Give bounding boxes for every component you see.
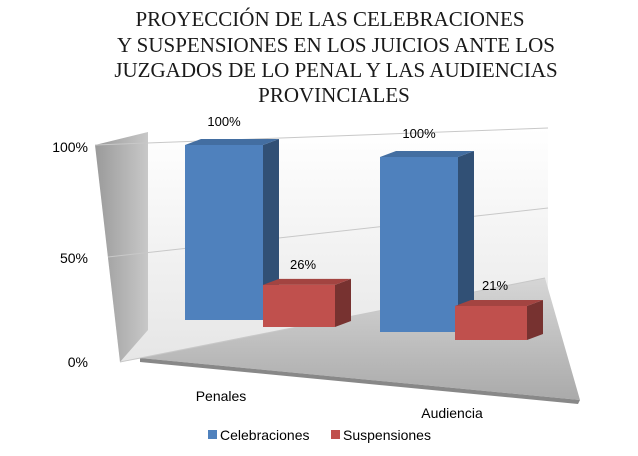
- bar-suspensiones-front: [263, 284, 335, 327]
- side-wall: [95, 132, 148, 362]
- category-label: Penales: [196, 388, 247, 404]
- chart-title-line-4: PROVINCIALES: [258, 83, 410, 107]
- chart-title-line-2: Y SUSPENSIONES EN LOS JUICIOS ANTE LOS: [117, 33, 555, 57]
- gridline: [107, 207, 549, 258]
- chart-title-line-3: JUZGADOS DE LO PENAL Y LAS AUDIENCIAS: [114, 58, 557, 82]
- legend-label: Suspensiones: [343, 427, 431, 443]
- category-label: Audiencia: [421, 405, 483, 421]
- data-label: 100%: [207, 114, 241, 129]
- chart-title-line-1: PROYECCIÓN DE LAS CELEBRACIONES: [135, 7, 524, 31]
- bar-suspensiones: [455, 299, 543, 340]
- floor-edge: [140, 358, 580, 404]
- data-label: 21%: [482, 278, 508, 293]
- bar-celebraciones-top: [380, 151, 474, 157]
- y-axis: 0% 50% 100%: [52, 139, 88, 370]
- data-label: 100%: [402, 126, 436, 141]
- bar-celebraciones-front: [185, 145, 263, 320]
- bar-suspensiones: [263, 278, 351, 327]
- plot-area: [95, 128, 580, 404]
- bar-celebraciones-top: [185, 139, 279, 145]
- bar-suspensiones-side: [335, 278, 351, 327]
- bar-celebraciones: [185, 139, 279, 320]
- legend-swatch: [208, 430, 217, 439]
- y-tick-label: 100%: [52, 139, 88, 155]
- legend: Celebraciones Suspensiones: [208, 427, 431, 443]
- x-axis: Penales Audiencia: [196, 388, 483, 421]
- bars: 100% 26% 100% 21%: [185, 114, 543, 340]
- bar-suspensiones-top: [263, 278, 351, 285]
- chart-title: PROYECCIÓN DE LAS CELEBRACIONES Y SUSPEN…: [114, 7, 557, 107]
- bar-celebraciones-front: [380, 157, 458, 332]
- legend-label: Celebraciones: [220, 427, 310, 443]
- bar-celebraciones-side: [263, 139, 279, 320]
- y-tick-label: 0%: [68, 354, 88, 370]
- gridline: [94, 127, 549, 146]
- data-label: 26%: [290, 257, 316, 272]
- bar-celebraciones: [380, 151, 474, 332]
- bar-celebraciones-side: [458, 151, 474, 332]
- y-tick-label: 50%: [60, 250, 88, 266]
- bar-suspensiones-front: [455, 305, 527, 340]
- bar-suspensiones-top: [455, 299, 543, 306]
- legend-swatch: [331, 430, 340, 439]
- bar-suspensiones-side: [527, 299, 543, 340]
